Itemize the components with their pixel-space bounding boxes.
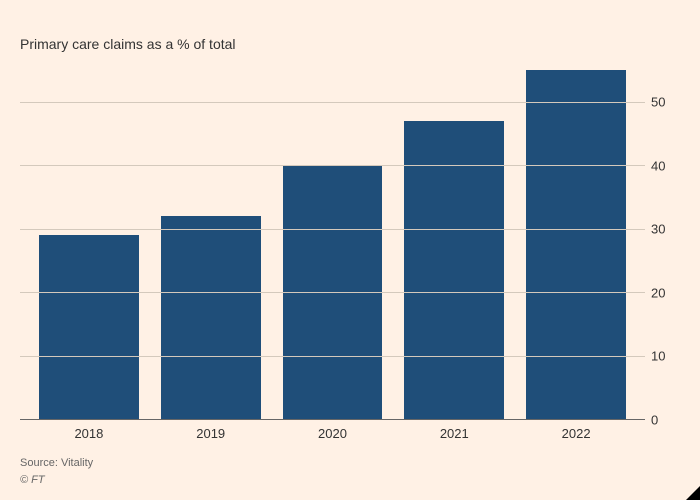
chart-footer: Source: Vitality © FT: [20, 455, 680, 488]
plot-area: [20, 64, 645, 420]
source-text: Source: Vitality: [20, 455, 680, 472]
y-tick-label: 40: [651, 158, 665, 173]
gridline: [20, 292, 645, 293]
gridline: [20, 419, 645, 420]
bar: [161, 216, 261, 419]
bar: [526, 70, 626, 419]
gridline: [20, 229, 645, 230]
chart-area: 01020304050: [20, 64, 680, 420]
ft-corner-fold-icon: [686, 486, 700, 500]
bar: [39, 235, 139, 419]
gridline: [20, 165, 645, 166]
bar-slot: [515, 64, 637, 419]
bar-slot: [393, 64, 515, 419]
bar-slot: [272, 64, 394, 419]
y-tick-label: 50: [651, 95, 665, 110]
x-tick-label: 2020: [272, 426, 394, 441]
bars-container: [20, 64, 645, 419]
x-tick-label: 2022: [515, 426, 637, 441]
x-tick-label: 2021: [393, 426, 515, 441]
x-tick-label: 2019: [150, 426, 272, 441]
bar-slot: [150, 64, 272, 419]
gridline: [20, 356, 645, 357]
y-tick-label: 0: [651, 413, 658, 428]
y-axis: 01020304050: [645, 64, 680, 420]
y-tick-label: 20: [651, 285, 665, 300]
y-tick-label: 10: [651, 349, 665, 364]
x-axis: 20182019202020212022: [20, 426, 680, 441]
bar-slot: [28, 64, 150, 419]
y-tick-label: 30: [651, 222, 665, 237]
gridline: [20, 102, 645, 103]
copyright-text: © FT: [20, 472, 680, 489]
x-tick-label: 2018: [28, 426, 150, 441]
chart-subtitle: Primary care claims as a % of total: [20, 36, 680, 52]
